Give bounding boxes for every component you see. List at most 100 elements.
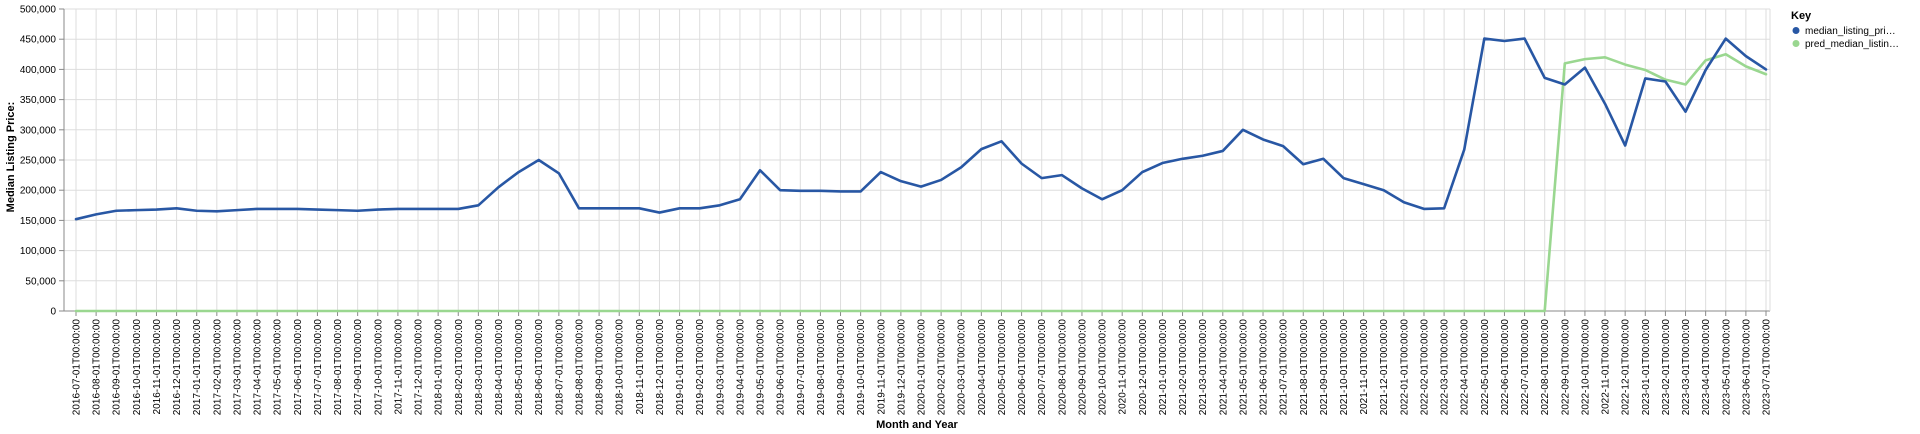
- x-tick-label: 2018-07-01T00:00:00: [554, 319, 565, 416]
- x-tick-label: 2020-07-01T00:00:00: [1037, 319, 1048, 416]
- gridlines: [64, 8, 1770, 312]
- x-tick-label: 2021-08-01T00:00:00: [1299, 319, 1310, 416]
- x-tick-label: 2018-03-01T00:00:00: [474, 319, 485, 416]
- x-tick-label: 2021-07-01T00:00:00: [1279, 319, 1290, 416]
- x-tick-label: 2020-02-01T00:00:00: [937, 319, 948, 416]
- x-axis-title: Month and Year: [876, 419, 958, 431]
- x-tick-label: 2018-05-01T00:00:00: [514, 319, 525, 416]
- x-tick-label: 2023-01-01T00:00:00: [1641, 319, 1652, 416]
- x-tick-label: 2022-09-01T00:00:00: [1560, 319, 1571, 416]
- x-tick-label: 2017-04-01T00:00:00: [253, 319, 264, 416]
- x-tick-label: 2021-10-01T00:00:00: [1339, 319, 1350, 416]
- legend-symbol-1: [1792, 40, 1800, 47]
- x-tick-label: 2017-06-01T00:00:00: [293, 319, 304, 416]
- x-tick-label: 2016-12-01T00:00:00: [172, 319, 183, 416]
- x-tick-label: 2019-02-01T00:00:00: [695, 319, 706, 416]
- x-tick-label: 2023-02-01T00:00:00: [1661, 319, 1672, 416]
- x-tick-label: 2018-11-01T00:00:00: [635, 319, 646, 415]
- x-tick-label: 2017-08-01T00:00:00: [333, 319, 344, 416]
- x-tick-label: 2019-09-01T00:00:00: [836, 319, 847, 416]
- x-tick-label: 2022-05-01T00:00:00: [1480, 319, 1491, 416]
- y-tick-label: 50,000: [25, 276, 56, 287]
- x-tick-label: 2016-08-01T00:00:00: [92, 319, 103, 416]
- y-tick-label: 500,000: [20, 5, 57, 16]
- x-tick-label: 2018-08-01T00:00:00: [574, 319, 585, 416]
- y-tick-label: 200,000: [20, 186, 57, 197]
- x-tick-label: 2017-02-01T00:00:00: [212, 319, 223, 416]
- x-tick-label: 2016-11-01T00:00:00: [152, 319, 163, 415]
- x-tick-label: 2020-01-01T00:00:00: [917, 319, 928, 416]
- x-tick-label: 2020-03-01T00:00:00: [957, 319, 968, 416]
- y-tick-label: 450,000: [20, 35, 57, 46]
- y-tick-label: 350,000: [20, 95, 57, 106]
- x-tick-label: 2022-07-01T00:00:00: [1520, 319, 1531, 416]
- x-tick-label: 2019-03-01T00:00:00: [715, 319, 726, 416]
- x-tick-label: 2017-10-01T00:00:00: [373, 319, 384, 416]
- axes: 0 50,000 100,000 150,000 200,000 250,000 300,0…: [20, 5, 1773, 416]
- y-tick-label: 0: [50, 307, 56, 318]
- x-tick-label: 2019-04-01T00:00:00: [735, 319, 746, 416]
- x-tick-label: 2019-06-01T00:00:00: [776, 319, 787, 416]
- x-tick-label: 2023-04-01T00:00:00: [1701, 319, 1712, 416]
- x-tick-label: 2021-11-01T00:00:00: [1359, 319, 1370, 415]
- x-tick-label: 2016-09-01T00:00:00: [112, 319, 123, 416]
- x-tick-label: 2022-01-01T00:00:00: [1399, 319, 1410, 416]
- x-tick-label: 2018-04-01T00:00:00: [494, 319, 505, 416]
- y-tick-label: 150,000: [20, 216, 57, 227]
- x-tick-label: 2020-08-01T00:00:00: [1057, 319, 1068, 416]
- x-tick-label: 2021-12-01T00:00:00: [1379, 319, 1390, 416]
- legend: Key median_listing_pri… pred_median_listi…: [1791, 10, 1899, 50]
- x-tick-label: 2017-03-01T00:00:00: [232, 319, 243, 416]
- x-tick-label: 2018-10-01T00:00:00: [615, 319, 626, 416]
- legend-symbol-0: [1792, 27, 1800, 34]
- x-tick-label: 2022-11-01T00:00:00: [1601, 319, 1612, 415]
- x-tick-label: 2022-03-01T00:00:00: [1440, 319, 1451, 416]
- x-tick-label: 2016-10-01T00:00:00: [132, 319, 143, 416]
- x-tick-label: 2020-05-01T00:00:00: [997, 319, 1008, 416]
- x-tick-label: 2017-11-01T00:00:00: [393, 319, 404, 415]
- x-tick-label: 2020-11-01T00:00:00: [1118, 319, 1129, 415]
- x-tick-label: 2019-01-01T00:00:00: [675, 319, 686, 416]
- x-tick-label: 2019-07-01T00:00:00: [796, 319, 807, 416]
- y-tick-label: 300,000: [20, 125, 57, 136]
- x-tick-label: 2022-04-01T00:00:00: [1460, 319, 1471, 416]
- x-tick-label: 2017-05-01T00:00:00: [273, 319, 284, 416]
- series-line-0: [74, 37, 1768, 221]
- x-tick-label: 2019-08-01T00:00:00: [816, 319, 827, 416]
- x-tick-label: 2021-01-01T00:00:00: [1158, 319, 1169, 416]
- x-tick-label: 2021-04-01T00:00:00: [1218, 319, 1229, 416]
- x-tick-label: 2023-06-01T00:00:00: [1741, 319, 1752, 416]
- x-tick-label: 2021-05-01T00:00:00: [1238, 319, 1249, 416]
- legend-title: Key: [1791, 10, 1812, 22]
- series-line-1: [74, 52, 1768, 313]
- legend-label-0: median_listing_pri…: [1805, 26, 1896, 37]
- x-tick-label: 2021-03-01T00:00:00: [1198, 319, 1209, 416]
- x-tick-label: 2022-06-01T00:00:00: [1500, 319, 1511, 416]
- x-tick-label: 2018-12-01T00:00:00: [655, 319, 666, 416]
- x-tick-label: 2021-09-01T00:00:00: [1319, 319, 1330, 416]
- x-tick-label: 2019-10-01T00:00:00: [856, 319, 867, 416]
- x-tick-label: 2023-07-01T00:00:00: [1762, 319, 1773, 416]
- x-tick-label: 2016-07-01T00:00:00: [72, 319, 83, 416]
- x-tick-label: 2023-03-01T00:00:00: [1681, 319, 1692, 416]
- x-tick-label: 2022-08-01T00:00:00: [1540, 319, 1551, 416]
- x-tick-label: 2020-10-01T00:00:00: [1098, 319, 1109, 416]
- y-tick-label: 250,000: [20, 156, 57, 167]
- x-tick-label: 2019-11-01T00:00:00: [876, 319, 887, 415]
- x-tick-label: 2020-09-01T00:00:00: [1077, 319, 1088, 416]
- x-tick-label: 2023-05-01T00:00:00: [1721, 319, 1732, 416]
- x-tick-label: 2020-06-01T00:00:00: [1017, 319, 1028, 416]
- x-tick-label: 2017-01-01T00:00:00: [192, 319, 203, 416]
- x-tick-label: 2017-12-01T00:00:00: [414, 319, 425, 416]
- x-tick-label: 2018-01-01T00:00:00: [434, 319, 445, 416]
- x-tick-label: 2018-02-01T00:00:00: [454, 319, 465, 416]
- x-tick-label: 2020-04-01T00:00:00: [977, 319, 988, 416]
- x-tick-label: 2021-06-01T00:00:00: [1259, 319, 1270, 416]
- y-tick-label: 400,000: [20, 65, 57, 76]
- x-tick-label: 2018-06-01T00:00:00: [534, 319, 545, 416]
- x-tick-label: 2021-02-01T00:00:00: [1178, 319, 1189, 416]
- y-tick-label: 100,000: [20, 246, 57, 257]
- x-tick-label: 2022-10-01T00:00:00: [1580, 319, 1591, 416]
- series-lines: [74, 37, 1768, 313]
